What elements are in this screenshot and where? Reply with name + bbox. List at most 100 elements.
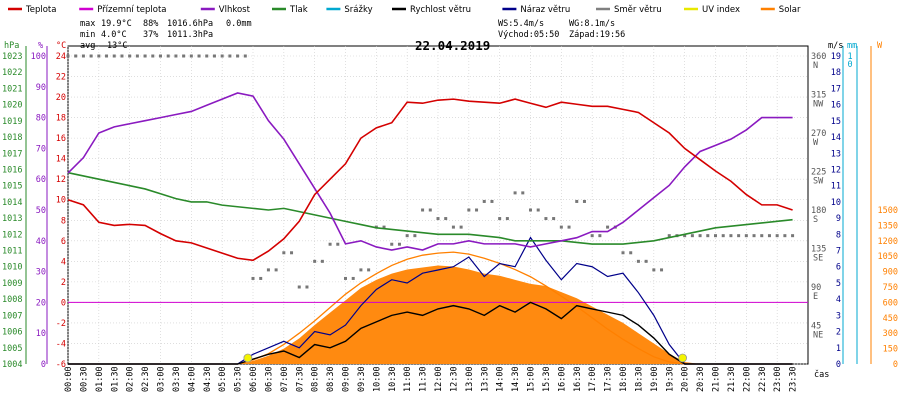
wind-dir-point: [367, 268, 371, 272]
time-tick: 13:00: [465, 366, 475, 392]
time-tick: 04:00: [187, 366, 197, 392]
press-tick: 1005: [2, 344, 22, 354]
wind-dir-point: [752, 234, 756, 238]
wind-tick: 5: [836, 279, 841, 289]
stat-max-temp: 19.9°C: [101, 19, 132, 29]
wind-dir-point: [236, 54, 240, 58]
wind-dir-point: [498, 217, 502, 221]
stat-max-label: max: [80, 19, 95, 29]
time-tick: 23:30: [789, 366, 799, 392]
time-tick: 21:00: [712, 366, 722, 392]
wind-tick: 0: [836, 360, 841, 370]
legend-label: Srážky: [344, 5, 372, 15]
wind-dir-point: [128, 54, 132, 58]
solar-area: [68, 265, 793, 364]
wind-dir-point: [159, 54, 162, 58]
time-tick: 20:30: [696, 366, 706, 392]
wind-dir-point: [482, 199, 486, 203]
wind-dir-point: [544, 217, 548, 221]
uv-marker: [243, 353, 253, 363]
wind-dir-point: [444, 217, 448, 221]
legend-label: Směr větru: [614, 5, 662, 15]
time-tick: 03:30: [172, 366, 182, 392]
dir-tick-dir: NW: [813, 100, 824, 110]
wind-tick: 16: [831, 101, 841, 111]
legend-label: Teplota: [25, 5, 56, 15]
press-tick: 1010: [2, 263, 22, 273]
time-tick: 00:00: [64, 366, 74, 392]
legend-label: Vlhkost: [219, 5, 251, 15]
hum-tick: 80: [36, 114, 46, 124]
wind-dir-point: [567, 225, 571, 229]
temp-tick: -6: [56, 360, 66, 370]
hum-tick: 0: [41, 360, 46, 370]
dir-tick-dir: NE: [813, 331, 823, 341]
time-tick: 02:30: [141, 366, 151, 392]
wind-tick: 1: [836, 344, 841, 354]
time-tick: 02:00: [126, 366, 136, 392]
solar-tick: 300: [883, 329, 898, 339]
rain-tick: 0: [847, 60, 852, 70]
wind-dir-point: [174, 54, 178, 58]
wind-dir-point: [66, 54, 70, 58]
wind-dir-point: [220, 54, 224, 58]
hum-tick: 70: [36, 144, 46, 154]
press-tick: 1023: [2, 52, 22, 62]
stat-min-temp: 4.0°C: [101, 30, 127, 40]
solar-unit: W: [877, 41, 883, 51]
dir-tick-deg: 45: [811, 322, 821, 332]
hum-tick: 30: [36, 268, 46, 278]
time-tick: 01:00: [95, 366, 105, 392]
dir-tick-deg: 180: [811, 206, 826, 216]
time-tick: 08:00: [311, 366, 321, 392]
wind-dir-point: [706, 234, 710, 238]
dir-tick-deg: 315: [811, 91, 826, 101]
wind-dir-point: [521, 191, 525, 195]
wind-dir-point: [475, 208, 479, 212]
temp-tick: 10: [56, 196, 66, 206]
legend-label: Náraz větru: [520, 5, 570, 15]
dir-tick-deg: 270: [811, 129, 826, 139]
wind-tick: 19: [831, 52, 841, 62]
dir-tick-dir: SW: [813, 177, 824, 187]
wind-dir-point: [320, 259, 324, 263]
wind-dir-point: [189, 54, 193, 58]
stat-max-rain: 0.0mm: [226, 19, 252, 29]
stat-sunset: Západ:19:56: [569, 30, 625, 40]
press-tick: 1018: [2, 133, 22, 143]
wind-dir-point: [606, 225, 610, 229]
press-tick: 1004: [2, 360, 22, 370]
press-tick: 1015: [2, 182, 22, 192]
legend-label: Solar: [779, 5, 801, 15]
wind-dir-point: [683, 234, 687, 238]
wind-tick: 2: [836, 328, 841, 338]
time-tick: 09:30: [357, 366, 367, 392]
time-tick: 12:30: [449, 366, 459, 392]
temp-tick: 22: [56, 73, 66, 83]
wind-dir-point: [313, 259, 317, 263]
wind-dir-point: [228, 54, 232, 58]
wind-dir-point: [559, 225, 563, 229]
wind-dir-point: [636, 259, 640, 263]
stat-max-press: 1016.6hPa: [167, 19, 213, 29]
temp-tick: 16: [56, 134, 66, 144]
time-tick: 20:00: [681, 366, 691, 392]
time-tick: 14:00: [496, 366, 506, 392]
solar-tick: 1500: [878, 206, 898, 216]
wind-dir-point: [459, 225, 463, 229]
press-tick: 1019: [2, 117, 22, 127]
hum-tick: 20: [36, 298, 46, 308]
wind-dir-point: [529, 208, 532, 212]
wind-dir-point: [328, 242, 332, 246]
wind-dir-point: [467, 208, 471, 212]
time-tick: 18:00: [619, 366, 629, 392]
press-tick: 1006: [2, 328, 22, 338]
wind-dir-point: [721, 234, 725, 238]
time-tick: 08:30: [326, 366, 336, 392]
time-tick: 06:30: [264, 366, 274, 392]
temp-unit: °C: [56, 41, 66, 51]
humidity-line: [67, 92, 793, 251]
time-tick: 16:00: [557, 366, 567, 392]
time-tick: 07:00: [280, 366, 290, 392]
wind-dir-point: [105, 54, 109, 58]
